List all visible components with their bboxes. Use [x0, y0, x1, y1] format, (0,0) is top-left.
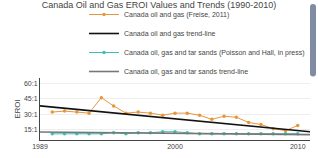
svg-text:45:1: 45:1: [24, 95, 38, 102]
svg-text:Canada oil and gas (Freise, 20: Canada oil and gas (Freise, 2011): [124, 11, 229, 19]
svg-text:Canada oil, gas and tar sands: Canada oil, gas and tar sands trend-line: [124, 68, 248, 76]
svg-text:30:1: 30:1: [24, 111, 38, 118]
svg-text:1989: 1989: [32, 143, 48, 150]
svg-text:2010: 2010: [290, 143, 306, 150]
svg-text:Canada Oil and Gas EROI Values: Canada Oil and Gas EROI Values and Trend…: [42, 0, 276, 10]
svg-text:15:1: 15:1: [24, 126, 38, 133]
svg-text:Canada oil, gas and tar sands: Canada oil, gas and tar sands (Poisson a…: [124, 49, 305, 57]
svg-text:60:1: 60:1: [24, 80, 38, 87]
svg-text:2000: 2000: [167, 143, 183, 150]
svg-text:EROI: EROI: [13, 99, 22, 119]
svg-text:Canada oil and gas trend-line: Canada oil and gas trend-line: [124, 30, 216, 38]
